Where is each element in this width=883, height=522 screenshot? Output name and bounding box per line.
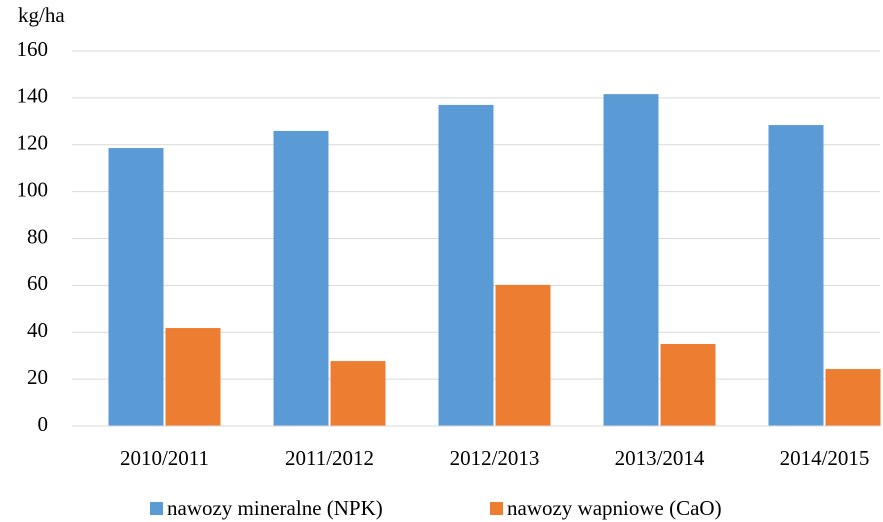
bar (438, 104, 494, 426)
x-tick-label: 2013/2014 (615, 446, 705, 470)
legend-swatch (150, 502, 163, 515)
bar (273, 130, 329, 426)
y-tick-label: 100 (17, 177, 49, 201)
x-tick-label: 2010/2011 (120, 446, 209, 470)
bar (660, 343, 716, 426)
bar (603, 94, 659, 426)
legend-label: nawozy wapniowe (CaO) (507, 496, 722, 520)
bar (825, 369, 881, 426)
legend-swatch (490, 502, 503, 515)
y-tick-label: 160 (17, 37, 49, 61)
bar (108, 148, 164, 426)
y-axis-label: kg/ha (18, 3, 65, 27)
y-tick-label: 140 (17, 84, 49, 108)
legend-label: nawozy mineralne (NPK) (167, 496, 383, 520)
y-tick-label: 60 (27, 271, 48, 295)
x-tick-label: 2014/2015 (780, 446, 870, 470)
y-tick-label: 0 (38, 412, 49, 436)
bar (165, 328, 221, 426)
bar (495, 284, 551, 426)
y-tick-label: 40 (27, 318, 48, 342)
bar (768, 125, 824, 426)
y-tick-label: 120 (17, 131, 49, 155)
x-tick-label: 2012/2013 (450, 446, 540, 470)
y-tick-label: 80 (27, 224, 48, 248)
bar (330, 361, 386, 426)
y-tick-label: 20 (27, 365, 48, 389)
x-tick-label: 2011/2012 (285, 446, 374, 470)
